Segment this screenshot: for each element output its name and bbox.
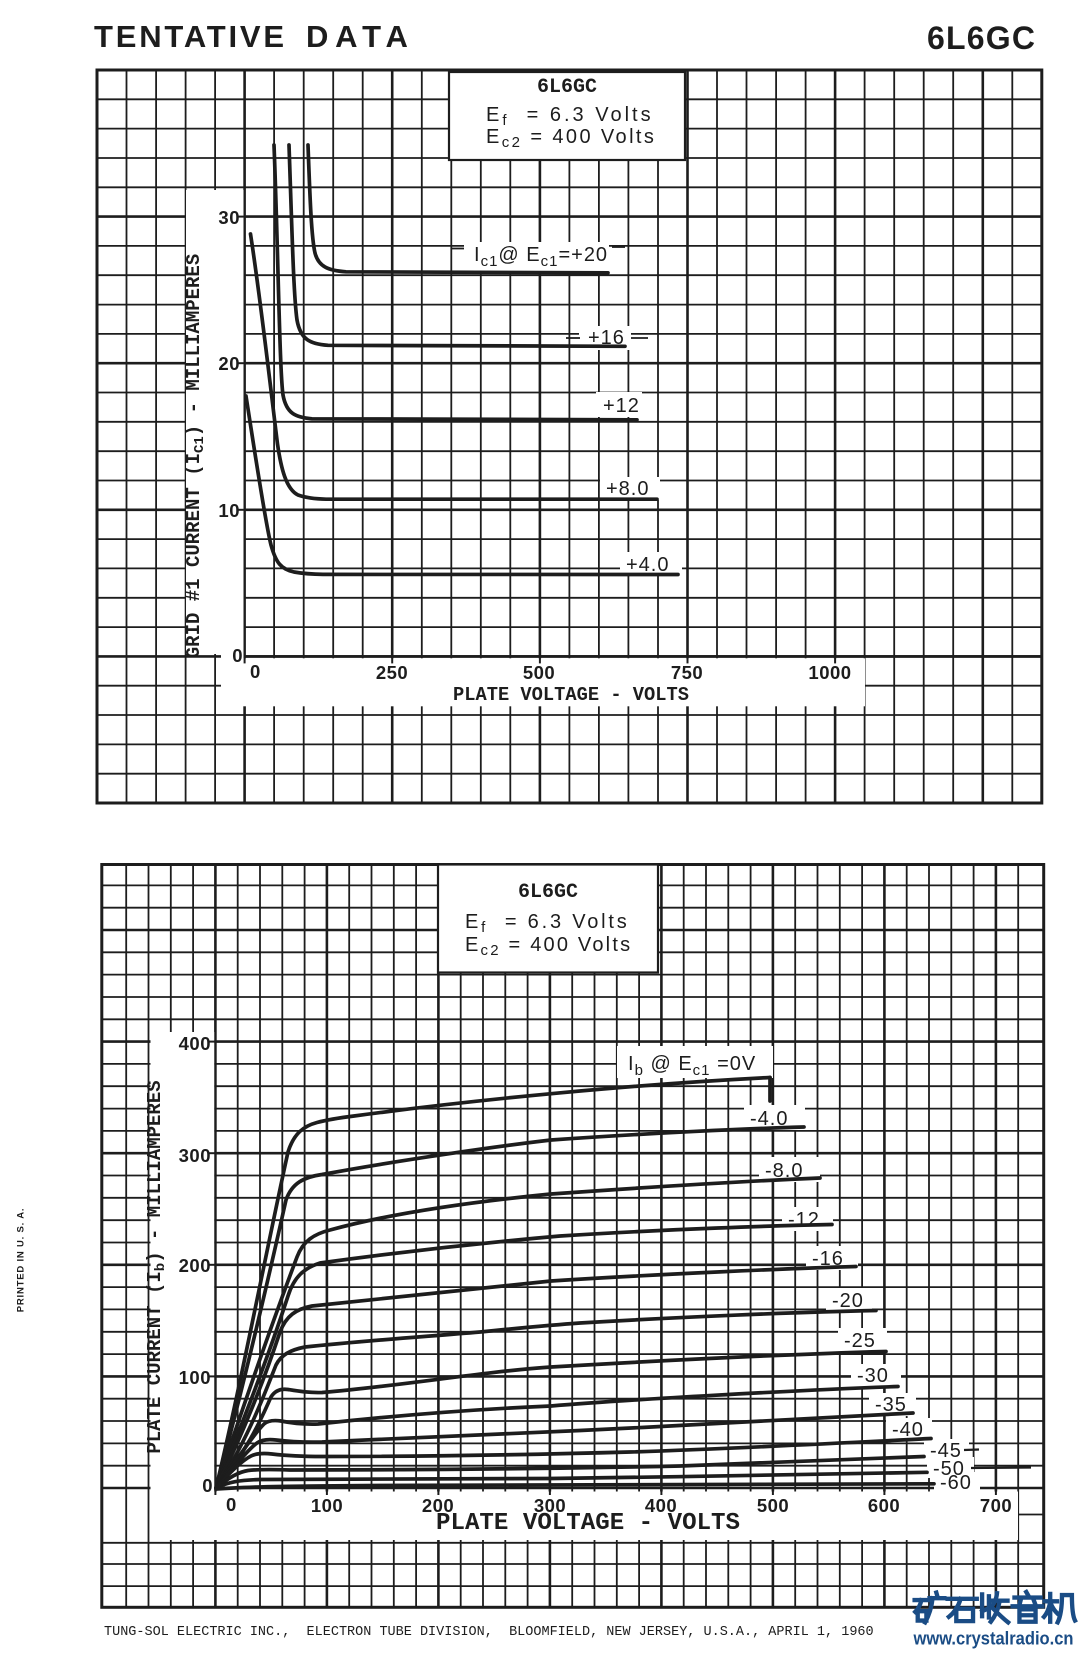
svg-text:100: 100	[311, 1495, 343, 1516]
svg-text:200: 200	[179, 1255, 211, 1276]
svg-text:-20: -20	[832, 1290, 864, 1312]
svg-text:GRID #1 CURRENT (IC1) - MILLIA: GRID #1 CURRENT (IC1) - MILLIAMPERES	[183, 254, 208, 658]
svg-text:0: 0	[202, 1475, 213, 1496]
svg-text:10: 10	[218, 500, 240, 521]
svg-text:400: 400	[179, 1033, 211, 1054]
svg-text:400: 400	[645, 1495, 677, 1516]
svg-text:+12: +12	[603, 395, 640, 417]
svg-text:-35: -35	[875, 1394, 907, 1416]
svg-text:Ib @ Ec1 =0V: Ib @ Ec1 =0V	[628, 1053, 756, 1079]
svg-text:0: 0	[226, 1494, 237, 1515]
svg-text:+8.0: +8.0	[606, 478, 649, 500]
svg-text:750: 750	[671, 662, 703, 683]
svg-text:PRINTED IN U. S. A.: PRINTED IN U. S. A.	[16, 1208, 27, 1313]
svg-text:200: 200	[422, 1495, 454, 1516]
svg-text:300: 300	[534, 1495, 566, 1516]
svg-text:TENTATIVE: TENTATIVE	[94, 19, 287, 54]
svg-text:700: 700	[980, 1495, 1012, 1516]
svg-text:DATA: DATA	[306, 19, 415, 54]
svg-text:300: 300	[179, 1145, 211, 1166]
svg-text:100: 100	[179, 1367, 211, 1388]
svg-text:0: 0	[250, 661, 261, 682]
svg-text:-40: -40	[892, 1419, 924, 1441]
svg-text:-30: -30	[857, 1365, 889, 1387]
svg-text:Ef = 6.3 Volts: Ef = 6.3 Volts	[486, 104, 654, 129]
svg-text:-8.0: -8.0	[765, 1160, 803, 1182]
svg-text:6L6GC: 6L6GC	[518, 881, 578, 904]
svg-text:0: 0	[232, 645, 243, 666]
svg-text:-25: -25	[844, 1330, 876, 1352]
svg-text:6L6GC: 6L6GC	[537, 76, 597, 99]
svg-text:PLATE CURRENT (Ib) - MILLIAMPE: PLATE CURRENT (Ib) - MILLIAMPERES	[144, 1080, 169, 1453]
svg-text:-45: -45	[930, 1440, 962, 1462]
svg-text:TUNG-SOL ELECTRIC INC., ELECT: TUNG-SOL ELECTRIC INC., ELECTRON TUBE DI…	[104, 1625, 874, 1640]
svg-text:+16: +16	[588, 327, 625, 349]
svg-text:20: 20	[218, 353, 240, 374]
svg-text:PLATE VOLTAGE - VOLTS: PLATE VOLTAGE - VOLTS	[436, 1510, 740, 1537]
svg-text:6L6GC: 6L6GC	[927, 20, 1036, 56]
svg-text:-12: -12	[788, 1209, 820, 1231]
svg-text:1000: 1000	[808, 662, 851, 683]
svg-text:250: 250	[376, 662, 408, 683]
svg-text:600: 600	[868, 1495, 900, 1516]
svg-text:-50: -50	[933, 1458, 965, 1480]
svg-text:PLATE VOLTAGE - VOLTS: PLATE VOLTAGE - VOLTS	[453, 684, 689, 706]
svg-text:-60: -60	[940, 1472, 972, 1494]
svg-text:500: 500	[757, 1495, 789, 1516]
svg-text:500: 500	[523, 662, 555, 683]
svg-text:Ec2 = 400 Volts: Ec2 = 400 Volts	[465, 934, 632, 959]
svg-text:30: 30	[218, 207, 240, 228]
svg-text:-16: -16	[812, 1248, 844, 1270]
svg-text:www.crystalradio.cn: www.crystalradio.cn	[913, 1629, 1074, 1649]
svg-text:-4.0: -4.0	[750, 1108, 788, 1130]
svg-text:Ef = 6.3 Volts: Ef = 6.3 Volts	[465, 911, 630, 936]
svg-text:+4.0: +4.0	[626, 554, 669, 576]
